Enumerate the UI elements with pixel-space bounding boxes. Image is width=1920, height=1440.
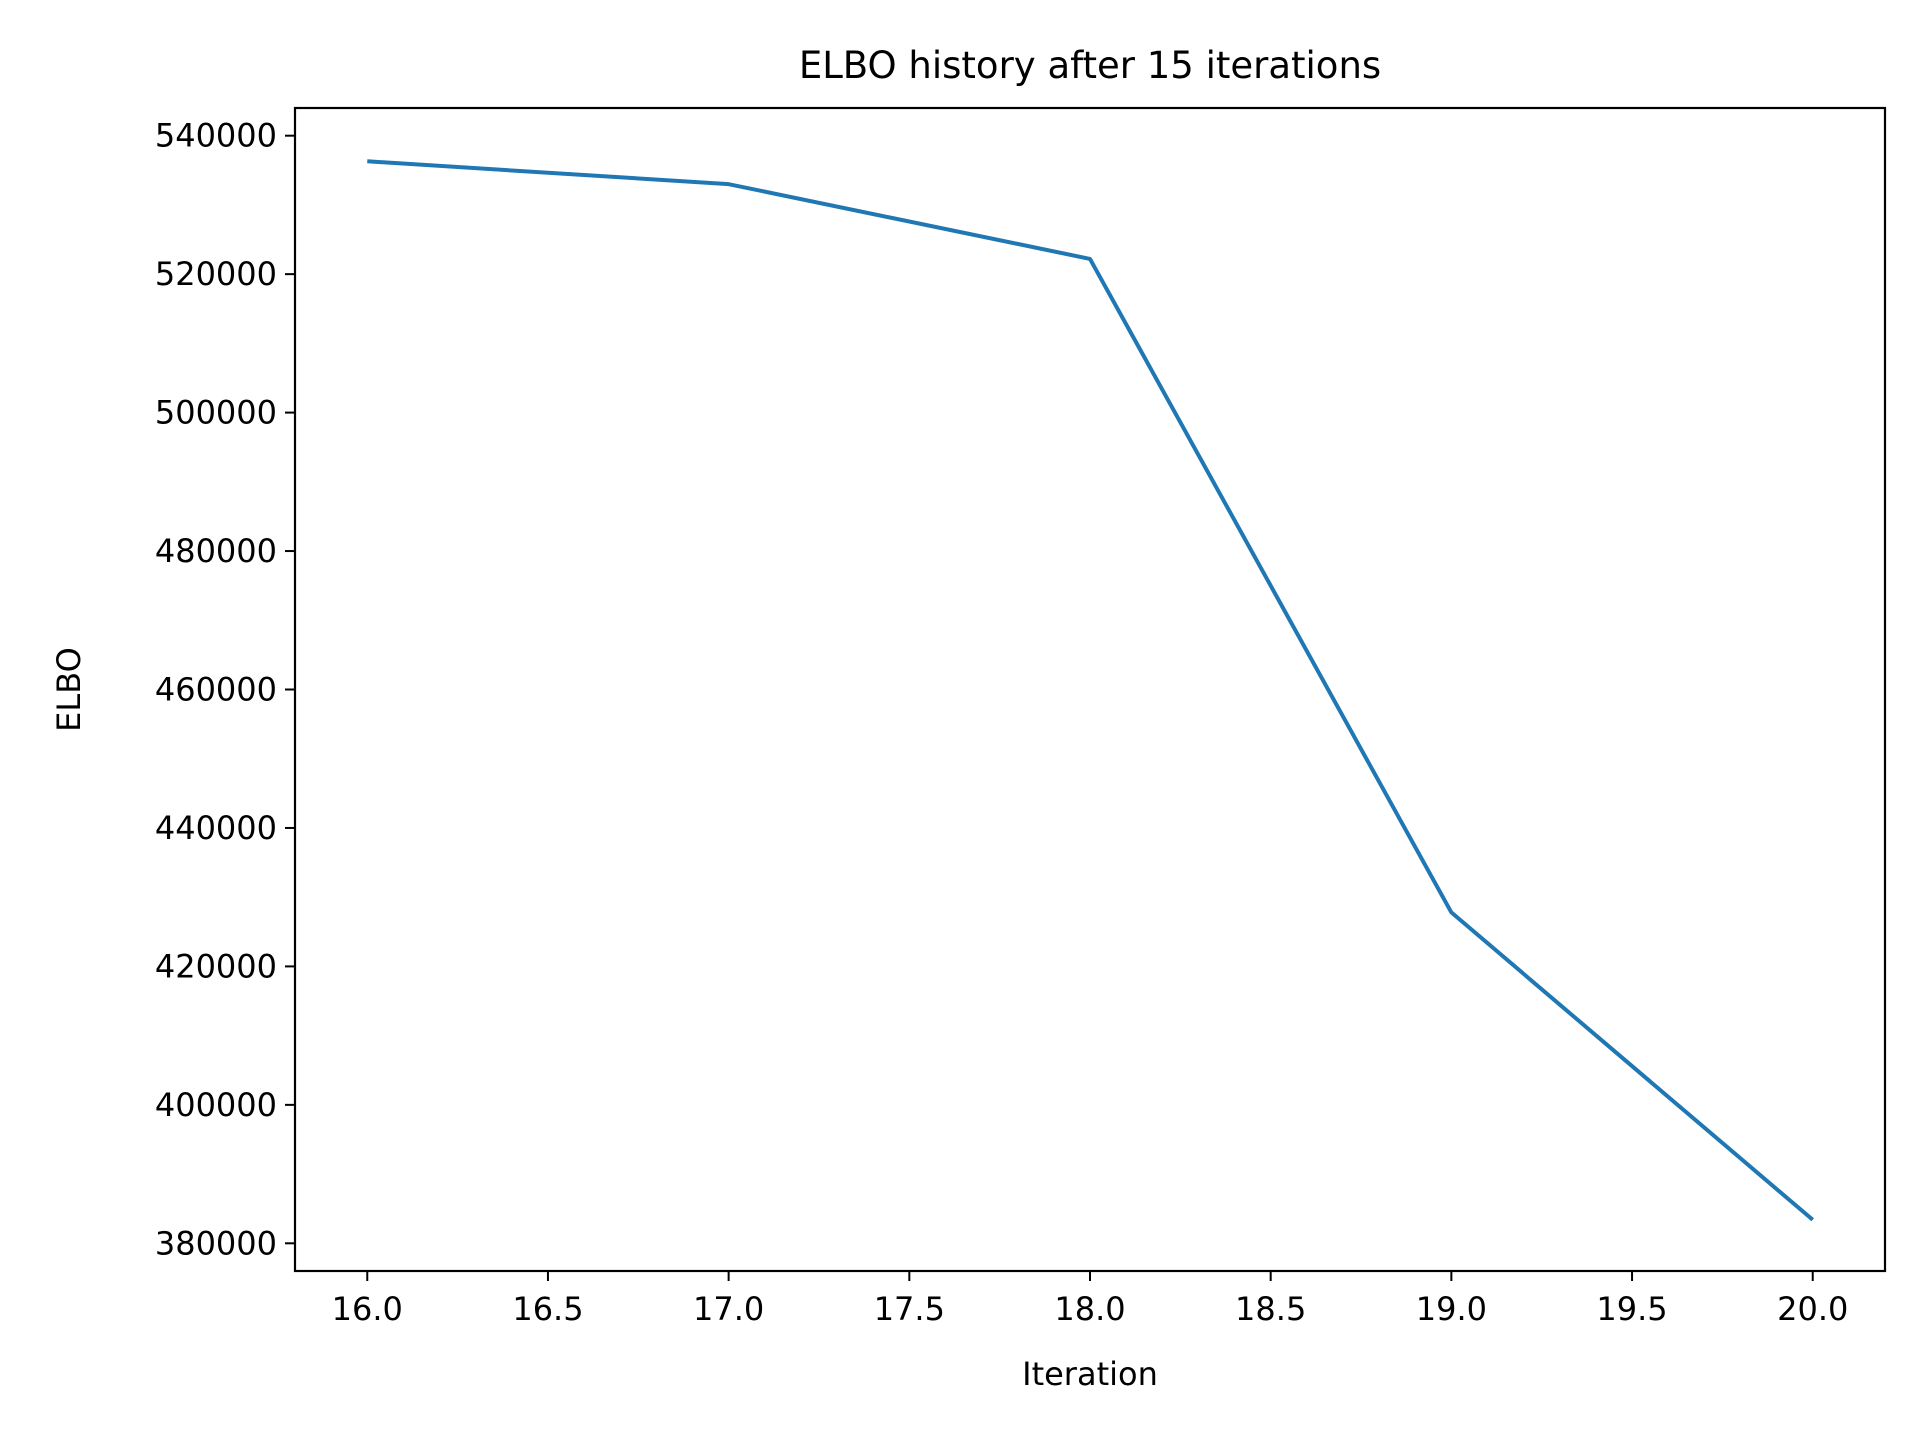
y-tick-label: 500000: [155, 394, 277, 432]
x-tick-label: 16.0: [332, 1290, 403, 1328]
x-tick-label: 17.5: [874, 1290, 945, 1328]
y-tick-label: 440000: [155, 809, 277, 847]
x-tick-label: 19.5: [1596, 1290, 1667, 1328]
y-tick-label: 540000: [155, 117, 277, 155]
x-tick-label: 17.0: [693, 1290, 764, 1328]
series-layer: [367, 159, 1815, 1222]
y-tick-label: 400000: [155, 1086, 277, 1124]
chart-title: ELBO history after 15 iterations: [799, 44, 1381, 87]
y-tick-label: 460000: [155, 671, 277, 709]
x-tick-label: 18.0: [1054, 1290, 1125, 1328]
series-line-0: [367, 159, 1815, 1222]
x-tick-label: 18.5: [1235, 1290, 1306, 1328]
y-axis-ticks: 380000 400000 420000 440000 460000 480000 5000…: [155, 117, 295, 1262]
y-tick-label: 420000: [155, 947, 277, 985]
x-axis-label: Iteration: [1022, 1355, 1158, 1393]
x-axis-ticks: 16.0 16.5 17.0 17.5 18.0 18.5 19.0 19.5 20.0: [332, 1271, 1848, 1328]
y-tick-label: 480000: [155, 532, 277, 570]
y-axis-label: ELBO: [50, 647, 88, 732]
x-tick-label: 16.5: [512, 1290, 583, 1328]
y-tick-label: 520000: [155, 255, 277, 293]
x-tick-label: 19.0: [1416, 1290, 1487, 1328]
x-tick-label: 20.0: [1777, 1290, 1848, 1328]
y-tick-label: 380000: [155, 1224, 277, 1262]
